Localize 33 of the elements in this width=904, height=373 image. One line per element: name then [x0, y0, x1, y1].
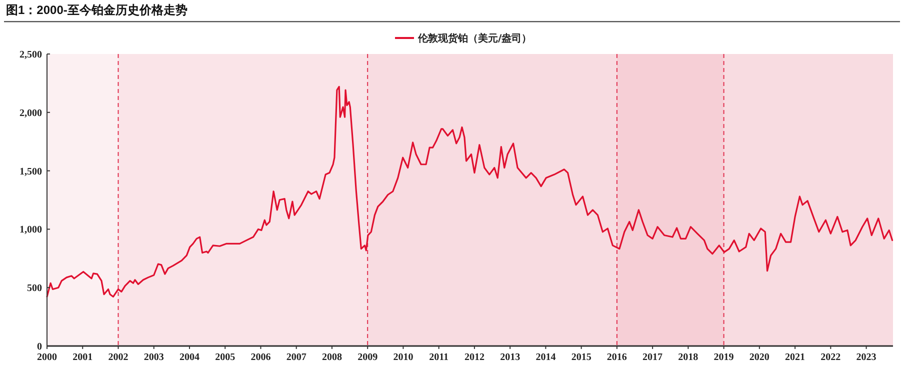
x-tick-label: 2021 [785, 352, 806, 363]
chart-title: 图1：2000-至今铂金历史价格走势 [6, 3, 188, 17]
x-tick-label: 2007 [286, 352, 306, 363]
x-tick-label: 2000 [37, 352, 57, 363]
x-tick-label: 2019 [714, 352, 734, 363]
x-tick-label: 2018 [678, 352, 698, 363]
x-tick-label: 2004 [179, 352, 200, 363]
x-tick-label: 2023 [856, 352, 876, 363]
x-tick-label: 2020 [749, 352, 770, 363]
x-tick-label: 2010 [393, 352, 414, 363]
x-tick-label: 2014 [536, 352, 556, 363]
y-tick-label: 0 [37, 342, 42, 352]
x-tick-label: 2011 [429, 352, 449, 363]
y-tick-label: 1,500 [20, 166, 42, 178]
line-series [46, 86, 894, 298]
y-tick-label: 1,000 [20, 224, 42, 236]
x-tick-label: 2015 [571, 352, 592, 363]
legend-label: 伦敦现货铂（美元/盎司） [417, 32, 532, 44]
x-tick-label: 2002 [108, 352, 128, 363]
x-tick-label: 2006 [250, 352, 271, 363]
x-tick-label: 2016 [606, 352, 627, 363]
x-tick-label: 2017 [642, 352, 663, 363]
x-tick-label: 2001 [72, 352, 93, 363]
x-tick-label: 2013 [500, 352, 520, 363]
x-tick-label: 2005 [215, 352, 236, 363]
x-tick-label: 2012 [464, 352, 484, 363]
y-tick-label: 2,500 [20, 50, 42, 60]
y-tick-label: 2,000 [20, 108, 42, 119]
x-tick-label: 2022 [820, 352, 841, 363]
y-tick-label: 500 [27, 283, 42, 294]
x-tick-label: 2003 [144, 352, 164, 363]
x-tick-label: 2008 [322, 352, 342, 363]
x-tick-label: 2009 [358, 352, 378, 363]
